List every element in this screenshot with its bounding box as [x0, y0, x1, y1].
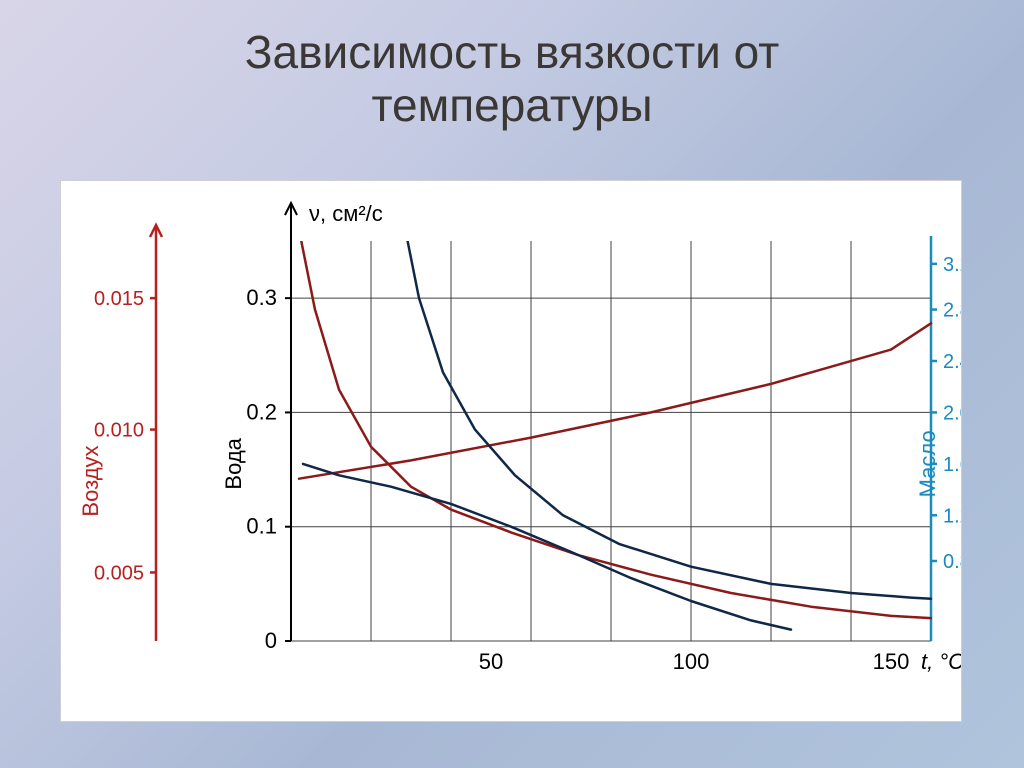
- svg-text:Воздух: Воздух: [78, 445, 103, 516]
- svg-text:150: 150: [873, 649, 910, 674]
- svg-text:100: 100: [673, 649, 710, 674]
- svg-text:50: 50: [479, 649, 503, 674]
- svg-text:0: 0: [265, 628, 277, 653]
- slide-title: Зависимость вязкости от температуры: [0, 26, 1024, 132]
- svg-text:2.4: 2.4: [943, 351, 961, 373]
- svg-text:0.3: 0.3: [246, 285, 277, 310]
- svg-text:0.010: 0.010: [94, 420, 144, 442]
- svg-text:1.6: 1.6: [943, 454, 961, 476]
- svg-text:2.8: 2.8: [943, 300, 961, 322]
- svg-text:Масло: Масло: [915, 430, 940, 497]
- svg-text:2.0: 2.0: [943, 402, 961, 424]
- svg-text:3.2: 3.2: [943, 254, 961, 276]
- svg-text:0.2: 0.2: [246, 399, 277, 424]
- svg-text:0.015: 0.015: [94, 288, 144, 310]
- svg-text:0.005: 0.005: [94, 562, 144, 584]
- svg-text:0.8: 0.8: [943, 551, 961, 573]
- svg-text:0.1: 0.1: [246, 514, 277, 539]
- chart-svg: 50 100 150 t, °C ν, см²/с 0 0.1 0.2 0.3 Вода 0.005…: [61, 181, 961, 721]
- svg-text:1.2: 1.2: [943, 505, 961, 527]
- svg-text:ν, см²/с: ν, см²/с: [309, 201, 383, 226]
- svg-text:Вода: Вода: [221, 437, 246, 489]
- viscosity-chart: 50 100 150 t, °C ν, см²/с 0 0.1 0.2 0.3 Вода 0.005…: [60, 180, 962, 722]
- svg-text:t, °C: t, °C: [921, 649, 961, 674]
- title-line2: температуры: [371, 79, 652, 131]
- title-line1: Зависимость вязкости от: [245, 26, 780, 78]
